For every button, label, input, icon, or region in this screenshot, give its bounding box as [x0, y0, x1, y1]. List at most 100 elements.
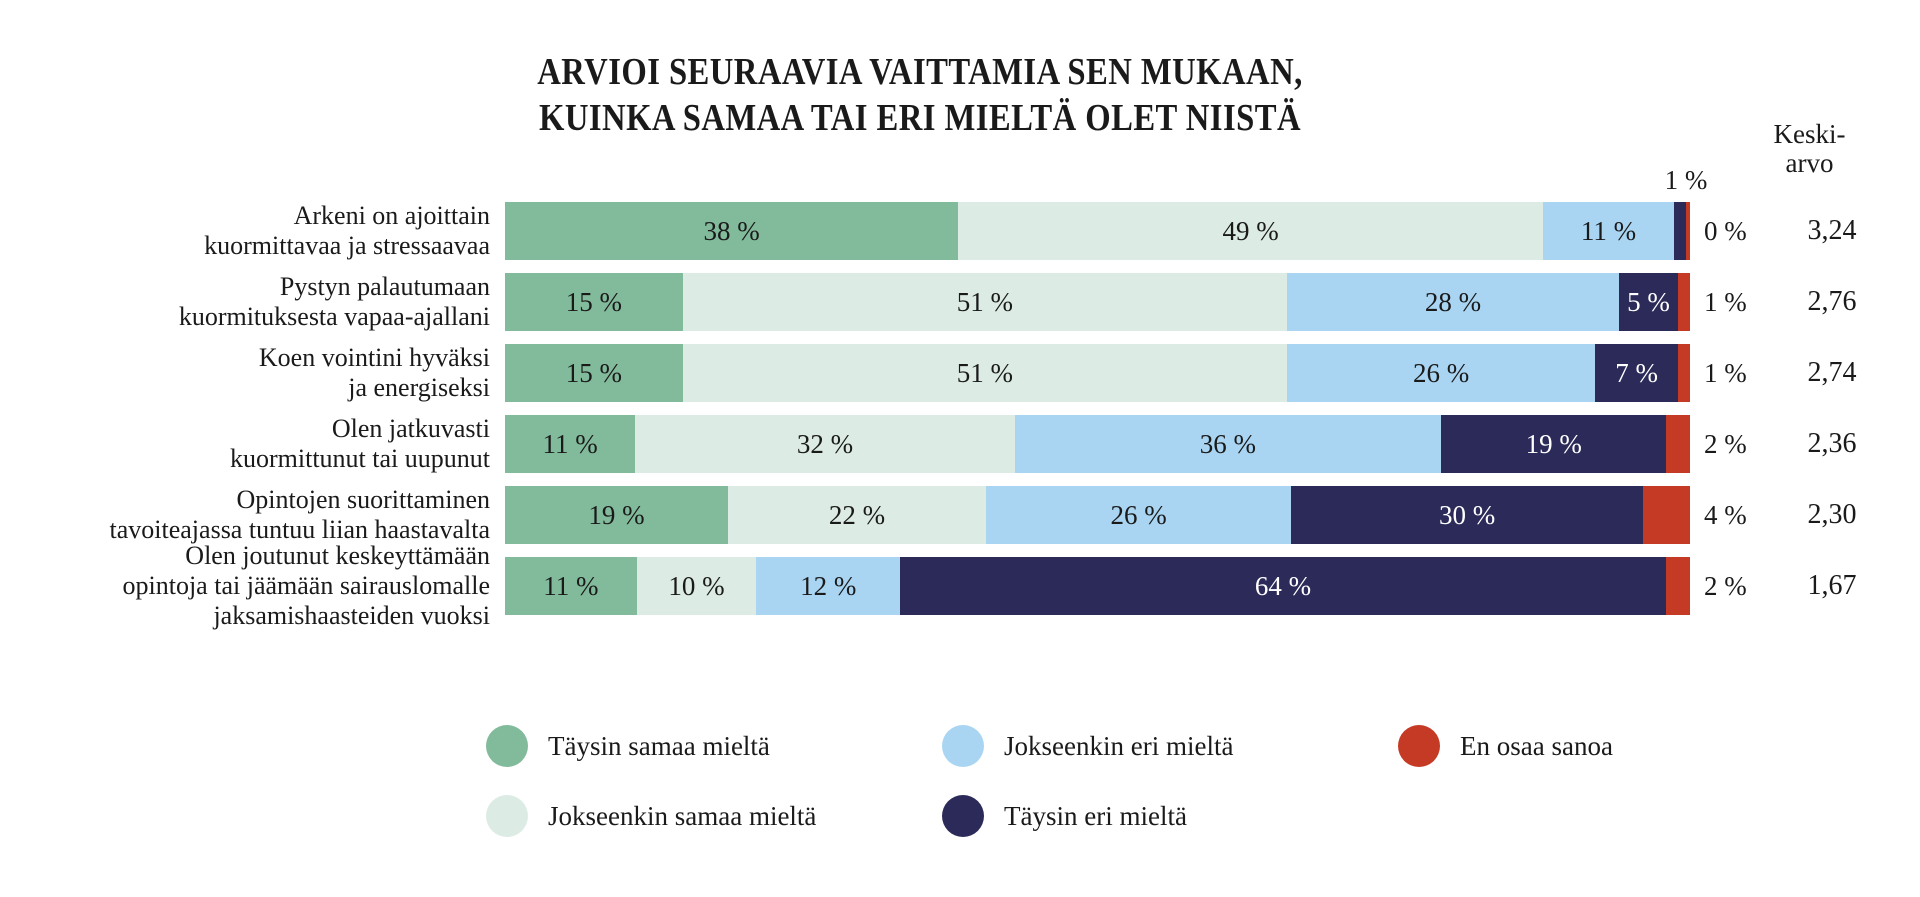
row-category-label: Opintojen suorittaminen tavoiteajassa tu… [109, 485, 490, 544]
segment-value-label: 51 % [956, 286, 1014, 317]
stacked-bar: 11 % 10 % 12 % 64 % [505, 557, 1691, 615]
legend-label: En osaa sanoa [1460, 730, 1613, 761]
chart-row: Arkeni on ajoittain kuormittavaa ja stre… [60, 165, 1882, 260]
legend-label: Jokseenkin samaa mieltä [548, 800, 817, 831]
chart-row: Koen vointini hyväksi ja energiseksi 15 … [60, 343, 1882, 402]
bar-segment: 26 % [986, 486, 1292, 544]
segment-value-label: 11 % [543, 570, 599, 601]
segment-value-label: 10 % [668, 570, 725, 601]
bar-segment: 11 % [505, 557, 637, 615]
average-value: 2,30 [1807, 499, 1857, 530]
chart-row: Olen jatkuvasti kuormittunut tai uupunut… [60, 414, 1882, 473]
bar-segment: 26 % [1287, 344, 1596, 402]
stacked-bar: 1 % 38 % 49 % 11 % [505, 165, 1707, 260]
chart-row: Pystyn palautumaan kuormituksesta vapaa-… [60, 272, 1882, 331]
above-bar-annotation: 1 % [1664, 165, 1708, 195]
bar-segment: 51 % [682, 273, 1288, 331]
legend-item: Jokseenkin eri mieltä [942, 724, 1398, 768]
segment-value-label: 38 % [703, 215, 760, 246]
legend-swatch-dont-know-icon [1398, 725, 1440, 767]
segment-value-label: 15 % [565, 357, 622, 388]
segment-value-label: 36 % [1199, 428, 1256, 459]
legend-label: Jokseenkin eri mieltä [1004, 730, 1234, 761]
segment-value-label: 15 % [565, 286, 622, 317]
bar-segment: 64 % [900, 557, 1667, 615]
bar-segment: 12 % [756, 557, 901, 615]
bar-segment [1643, 486, 1691, 544]
stacked-bar: 15 % 51 % 28 % 5 % [505, 273, 1690, 331]
chart-legend: Täysin samaa mieltä Jokseenkin eri mielt… [486, 724, 1613, 838]
chart-row: Olen joutunut keskeyttämään opintoja tai… [60, 541, 1882, 630]
bar-segment: 36 % [1014, 415, 1442, 473]
bar-segment: 5 % [1618, 273, 1679, 331]
bar-segment: 15 % [505, 273, 683, 331]
segment-value-label: 22 % [828, 499, 886, 530]
dont-know-value-label: 1 % [1704, 357, 1747, 388]
bar-segment: 10 % [636, 557, 757, 615]
dont-know-value-label: 1 % [1704, 286, 1747, 317]
legend-item: En osaa sanoa [1398, 724, 1613, 768]
bar-segment [1666, 557, 1691, 615]
dont-know-value-label: 2 % [1704, 570, 1747, 601]
legend-item: Täysin samaa mieltä [486, 724, 942, 768]
row-category-label: Olen jatkuvasti kuormittunut tai uupunut [230, 414, 490, 473]
segment-value-label: 11 % [1580, 215, 1637, 246]
segment-value-label: 26 % [1413, 357, 1470, 388]
bar-segment: 30 % [1291, 486, 1644, 544]
segment-value-label: 12 % [800, 570, 857, 601]
segment-value-label: 11 % [542, 428, 598, 459]
legend-item: Täysin eri mieltä [942, 794, 1398, 838]
bar-segment [1678, 344, 1690, 402]
bar-segment [1678, 273, 1690, 331]
bar-segment: 19 % [505, 486, 728, 544]
average-value: 3,24 [1807, 215, 1857, 246]
bar-segment [1666, 415, 1690, 473]
segment-value-label: 7 % [1615, 357, 1659, 388]
dont-know-value-label: 4 % [1704, 499, 1747, 530]
average-value: 2,36 [1807, 428, 1857, 459]
stacked-bar: 19 % 22 % 26 % 30 % [505, 486, 1691, 544]
chart-title-line2: KUINKA SAMAA TAI ERI MIELTÄ OLET NIISTÄ [539, 96, 1301, 139]
bar-segment: 32 % [635, 415, 1015, 473]
segment-value-label: 26 % [1110, 499, 1167, 530]
row-category-label: Arkeni on ajoittain kuormittavaa ja stre… [204, 201, 490, 260]
segment-value-label: 64 % [1254, 570, 1312, 601]
chart-rows: Arkeni on ajoittain kuormittavaa ja stre… [60, 165, 1882, 630]
bar-segment: 7 % [1595, 344, 1679, 402]
segment-value-label: 49 % [1222, 215, 1279, 246]
average-value: 2,74 [1807, 357, 1857, 388]
average-header-line1: Keski- [1773, 119, 1846, 149]
chart-title: ARVIOI SEURAAVIA VAITTAMIA SEN MUKAAN, K… [129, 50, 1711, 141]
bar-segment: 11 % [1542, 202, 1675, 260]
dont-know-value-label: 0 % [1704, 215, 1747, 246]
segment-value-label: 32 % [796, 428, 854, 459]
legend-label: Täysin eri mieltä [1004, 800, 1187, 831]
bar-segment: 49 % [958, 202, 1543, 260]
average-header-line2: arvo [1785, 148, 1834, 179]
legend-swatch-agree-icon [486, 725, 528, 767]
dont-know-value-label: 2 % [1704, 428, 1747, 459]
segment-value-label: 19 % [1525, 428, 1582, 459]
legend-label: Täysin samaa mieltä [548, 730, 770, 761]
chart-title-line1: ARVIOI SEURAAVIA VAITTAMIA SEN MUKAAN, [537, 51, 1303, 93]
stacked-bar: 15 % 51 % 26 % 7 % [505, 344, 1690, 402]
segment-value-label: 51 % [956, 357, 1014, 388]
bar-segment: 38 % [505, 202, 959, 260]
chart-row: Opintojen suorittaminen tavoiteajassa tu… [60, 485, 1882, 544]
bar-segment [1685, 202, 1690, 260]
legend-swatch-somewhat-agree-icon [486, 795, 528, 837]
average-value: 1,67 [1807, 570, 1857, 601]
bar-segment: 28 % [1287, 273, 1619, 331]
legend-swatch-somewhat-disagree-icon [942, 725, 984, 767]
segment-value-label: 28 % [1424, 286, 1482, 317]
row-category-label: Koen vointini hyväksi ja energiseksi [258, 343, 490, 402]
legend-swatch-disagree-icon [942, 795, 984, 837]
bar-segment [1674, 202, 1686, 260]
bar-segment: 15 % [505, 344, 683, 402]
segment-value-label: 5 % [1627, 286, 1670, 317]
segment-value-label: 30 % [1438, 499, 1496, 530]
average-value: 2,76 [1807, 286, 1857, 317]
bar-segment: 51 % [682, 344, 1288, 402]
legend-item: Jokseenkin samaa mieltä [486, 794, 942, 838]
